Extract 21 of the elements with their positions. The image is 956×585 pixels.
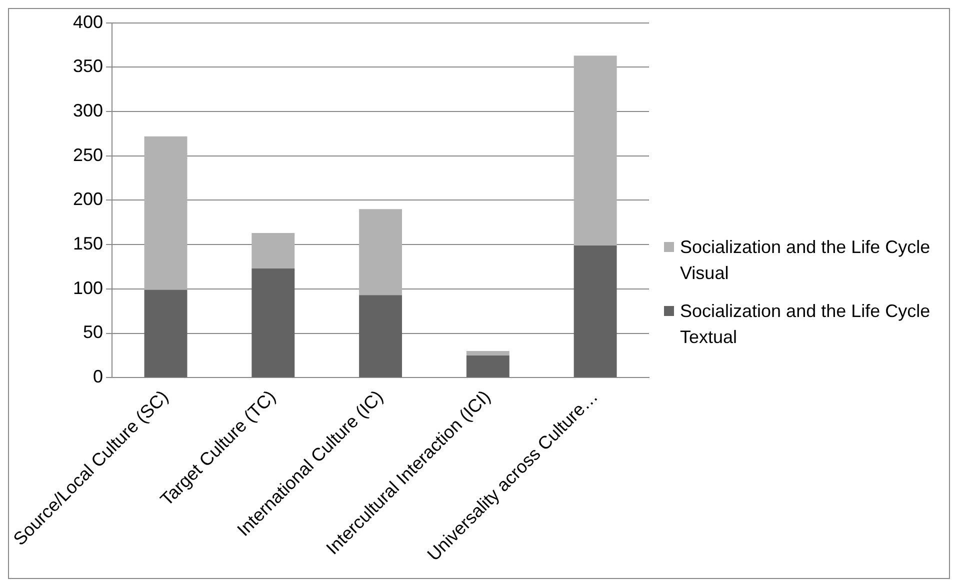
bar [574, 245, 617, 378]
bar [574, 56, 617, 246]
bar [144, 290, 188, 378]
y-tick-label: 200 [73, 189, 104, 210]
y-tick-label: 150 [73, 234, 104, 254]
y-tick-label: 0 [93, 366, 104, 387]
y-tick-label: 50 [83, 322, 104, 342]
y-tick-label: 250 [73, 144, 104, 165]
y-tick-label: 350 [73, 56, 104, 76]
bar [359, 295, 402, 378]
bar [466, 351, 510, 356]
bar [144, 136, 188, 290]
bar [359, 209, 402, 296]
y-tick-label: 400 [73, 12, 104, 32]
bar [466, 355, 510, 378]
bar [252, 268, 295, 378]
y-tick-label: 300 [73, 100, 104, 120]
legend-label: Socialization and the Life Cycle Visual [680, 236, 932, 285]
legend-label: Socialization and the Life Cycle Textual [680, 300, 932, 349]
y-tick-label: 100 [73, 278, 104, 298]
bar [252, 233, 295, 269]
